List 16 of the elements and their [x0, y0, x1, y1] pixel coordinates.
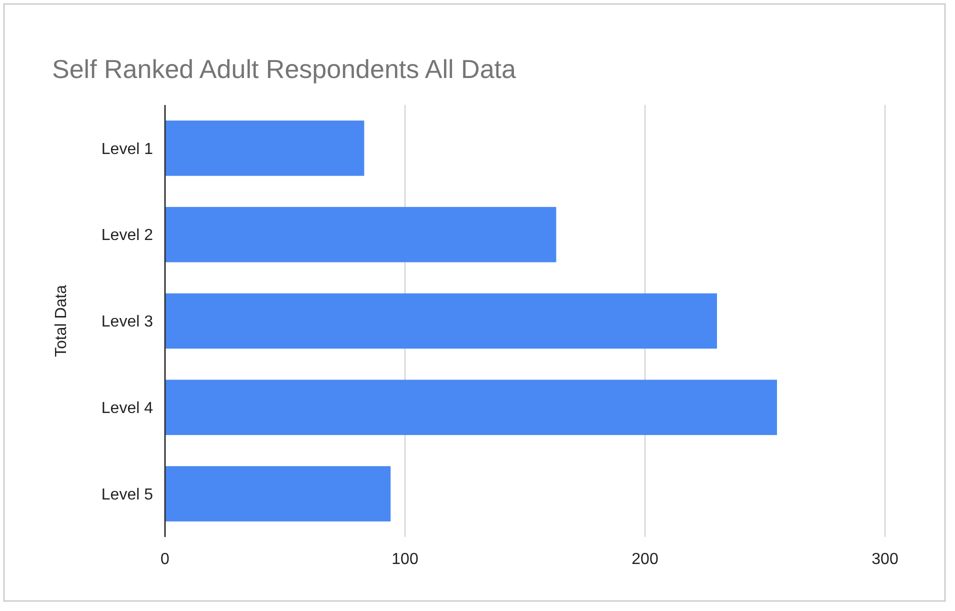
- bar: [165, 206, 556, 262]
- y-tick-label: Level 3: [101, 314, 154, 331]
- y-tick-label: Level 5: [101, 486, 154, 504]
- y-tick-label: Level 4: [101, 400, 154, 417]
- y-tick-label: Level 1: [101, 140, 154, 158]
- x-tick-label: 200: [632, 551, 658, 568]
- bar: [165, 120, 364, 176]
- x-tick-label: 100: [392, 551, 418, 568]
- x-tick-label: 300: [872, 551, 898, 568]
- y-axis-title: Total Data: [53, 284, 70, 358]
- x-tick-label: 0: [160, 551, 170, 568]
- bar: [165, 293, 717, 349]
- y-tick-label: Level 2: [101, 227, 154, 244]
- chart-title: Self Ranked Adult Respondents All Data: [52, 54, 517, 84]
- bar: [165, 466, 391, 522]
- bar: [165, 380, 777, 436]
